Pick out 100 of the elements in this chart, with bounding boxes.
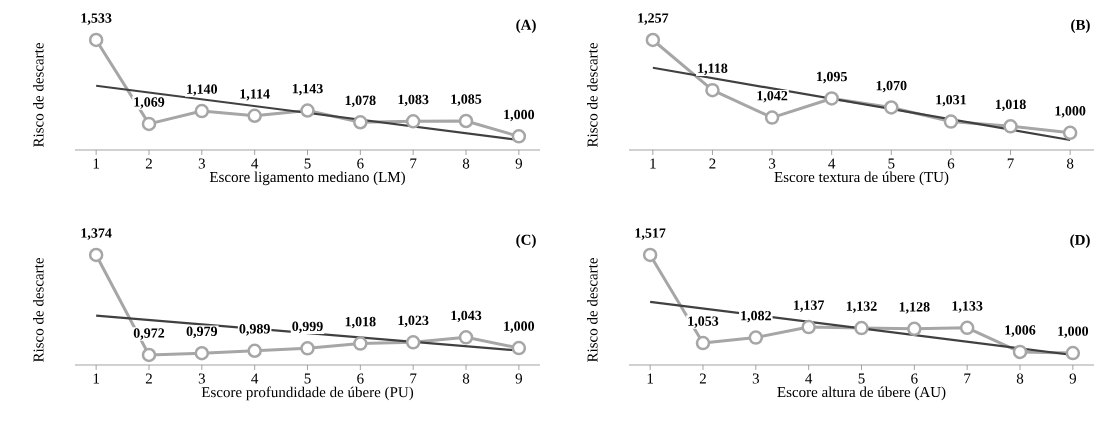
x-tick-label: 1: [650, 158, 656, 169]
x-tick-label: 1: [93, 158, 99, 169]
point: [1012, 344, 1028, 360]
point: [353, 336, 368, 351]
point: [458, 113, 474, 129]
point: [943, 114, 959, 129]
data-label: 1,043: [451, 310, 482, 323]
data-label: 1,517: [635, 228, 666, 240]
point: [1003, 119, 1018, 134]
x-tick-label: 7: [1007, 158, 1014, 169]
data-label: 1,128: [899, 302, 930, 314]
data-label: 1,085: [451, 94, 482, 106]
x-tick-label: 3: [198, 158, 205, 169]
x-tick-label: 6: [357, 373, 364, 384]
point: [884, 100, 899, 115]
data-label: 1,000: [504, 321, 535, 333]
x-tick-label: 7: [410, 373, 417, 384]
data-label: 1,042: [757, 90, 788, 103]
data-label: 1,031: [936, 94, 966, 107]
x-tick-label: 7: [410, 158, 417, 169]
x-tick-label: 3: [752, 373, 759, 384]
point: [405, 335, 421, 350]
point: [405, 114, 421, 129]
x-axis-title: Escore textura de úbere (TU): [774, 171, 949, 186]
x-tick-label: 3: [198, 373, 205, 384]
x-tick-label: 8: [1066, 158, 1074, 169]
point: [458, 330, 474, 345]
point: [801, 319, 816, 335]
point: [705, 82, 720, 98]
x-tick-label: 2: [709, 158, 716, 169]
point: [511, 340, 527, 356]
data-label: 1,018: [995, 99, 1026, 112]
x-tick-label: 9: [515, 158, 522, 169]
data-label: 0,972: [133, 328, 165, 340]
data-label: 1,070: [876, 80, 907, 93]
text: (C): [516, 234, 536, 248]
x-axis-title: Escore altura de úbere (AU): [777, 386, 946, 401]
data-label: 1,114: [240, 89, 270, 101]
point: [194, 346, 210, 361]
text: (B): [1071, 19, 1090, 33]
y-axis-title: Risco de descarte: [33, 258, 44, 363]
data-label: 1,000: [1055, 106, 1086, 118]
x-tick-label: 6: [947, 158, 955, 169]
point: [300, 103, 315, 118]
y-axis-title: Risco de descarte: [587, 258, 598, 363]
x-tick-label: 8: [462, 373, 470, 384]
point: [695, 335, 711, 351]
point: [300, 341, 315, 356]
point: [854, 320, 869, 336]
x-axis-title: Escore ligamento mediano (LM): [209, 171, 405, 186]
x-tick-label: 4: [805, 373, 813, 384]
point: [642, 247, 658, 263]
x-tick-label: 5: [304, 158, 311, 169]
point: [748, 330, 764, 345]
x-tick-label: 8: [1016, 373, 1024, 384]
x-tick-label: 6: [911, 373, 918, 384]
y-axis-title: Risco de descarte: [587, 43, 598, 148]
x-tick-label: 5: [858, 373, 865, 384]
data-label: 0,979: [186, 326, 218, 339]
data-label: 1,078: [345, 95, 376, 108]
x-tick-label: 7: [964, 373, 971, 384]
point: [1065, 345, 1081, 361]
data-label: 0,999: [292, 321, 323, 334]
data-label: 1,095: [817, 71, 847, 84]
point: [645, 32, 661, 48]
data-label: 1,006: [1005, 325, 1036, 337]
data-label: 0,989: [239, 324, 270, 336]
x-tick-label: 1: [93, 373, 99, 384]
x-tick-label: 5: [304, 373, 311, 384]
data-label: 1,083: [398, 94, 429, 107]
data-label: 1,133: [952, 301, 983, 313]
text: (D): [1070, 234, 1090, 248]
data-label: 1,023: [398, 315, 429, 328]
x-tick-label: 1: [647, 373, 653, 384]
data-label: 1,143: [292, 83, 323, 96]
x-tick-label: 9: [515, 373, 522, 384]
data-label: 1,137: [794, 300, 825, 312]
point: [141, 347, 157, 363]
point: [764, 110, 780, 125]
x-tick-label: 5: [888, 158, 895, 169]
point: [511, 129, 527, 144]
y-axis-title: Risco de descarte: [33, 43, 44, 148]
x-tick-label: 2: [145, 158, 152, 169]
data-label: 1,000: [504, 109, 535, 122]
point: [88, 247, 104, 263]
point: [907, 321, 922, 337]
data-label: 1,118: [698, 63, 728, 75]
point: [194, 103, 210, 119]
point: [247, 343, 262, 359]
data-label: 1,053: [688, 316, 719, 328]
data-label: 1,374: [81, 228, 112, 240]
x-axis-title: Escore profundidade de úbere (PU): [201, 386, 414, 401]
point: [88, 32, 104, 48]
x-tick-label: 2: [145, 373, 152, 384]
data-label: 1,533: [81, 13, 112, 25]
x-tick-label: 4: [251, 373, 259, 384]
x-tick-label: 2: [699, 373, 706, 384]
x-tick-label: 6: [357, 158, 364, 169]
x-tick-label: 8: [462, 158, 470, 169]
x-tick-label: 3: [769, 158, 776, 169]
